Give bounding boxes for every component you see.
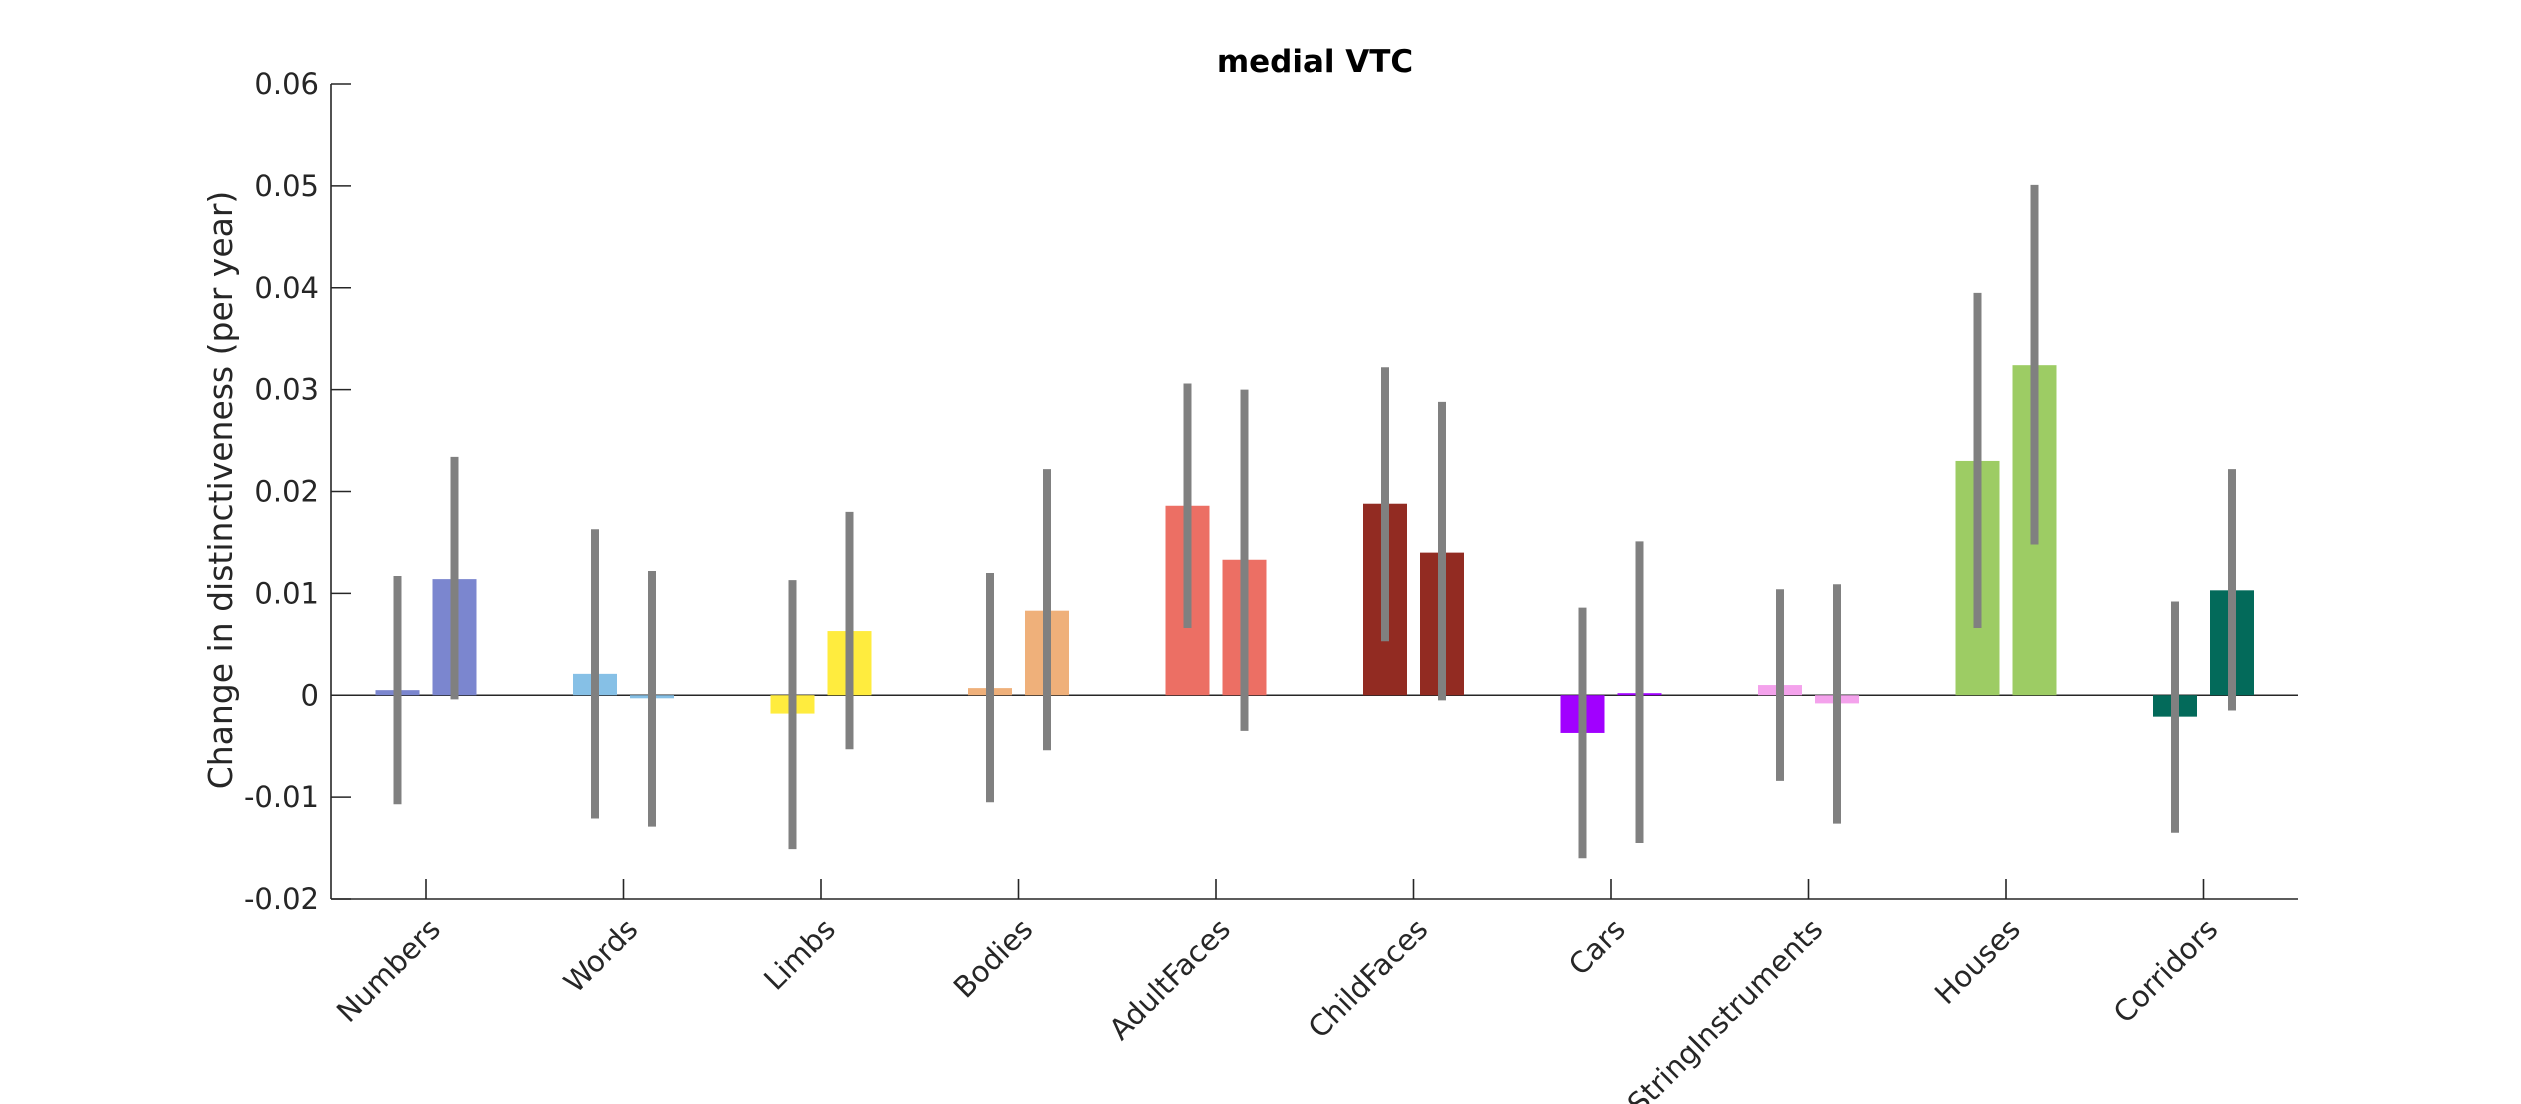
x-tick-label: Corridors bbox=[2107, 912, 2225, 1030]
y-tick-label: 0.01 bbox=[254, 576, 319, 610]
y-tick-label: 0.05 bbox=[254, 169, 319, 203]
x-tick-label: Limbs bbox=[757, 912, 842, 997]
x-tick-label: Bodies bbox=[947, 912, 1040, 1005]
y-tick-label: -0.01 bbox=[244, 780, 319, 814]
x-tick-label: AdultFaces bbox=[1102, 912, 1237, 1047]
x-tick-label: StringInstruments bbox=[1621, 912, 1830, 1104]
x-tick-label: ChildFaces bbox=[1302, 912, 1435, 1045]
bars bbox=[375, 365, 2254, 733]
x-tick-label: Words bbox=[557, 912, 644, 999]
y-tick-label: -0.02 bbox=[244, 882, 319, 916]
error-bars bbox=[393, 184, 2236, 859]
y-tick-label: 0.04 bbox=[254, 271, 319, 305]
y-tick-label: 0.02 bbox=[254, 475, 319, 509]
x-ticks: Numbers Words Limbs Bodies AdultFaces ChildFa… bbox=[330, 879, 2225, 1104]
y-tick-label: 0.06 bbox=[254, 67, 319, 101]
x-tick-label: Cars bbox=[1562, 912, 1632, 982]
y-axis-label: Change in distinctiveness (per year) bbox=[201, 191, 240, 790]
y-tick-label: 0 bbox=[301, 678, 319, 712]
chart-title: medial VTC bbox=[1217, 44, 1413, 80]
y-ticks: -0.02 -0.01 0 0.01 0.02 0.03 0.04 0.05 0.06 bbox=[244, 67, 351, 916]
x-tick-label: Numbers bbox=[330, 912, 447, 1029]
y-tick-label: 0.03 bbox=[254, 373, 319, 407]
x-tick-label: Houses bbox=[1928, 912, 2027, 1011]
